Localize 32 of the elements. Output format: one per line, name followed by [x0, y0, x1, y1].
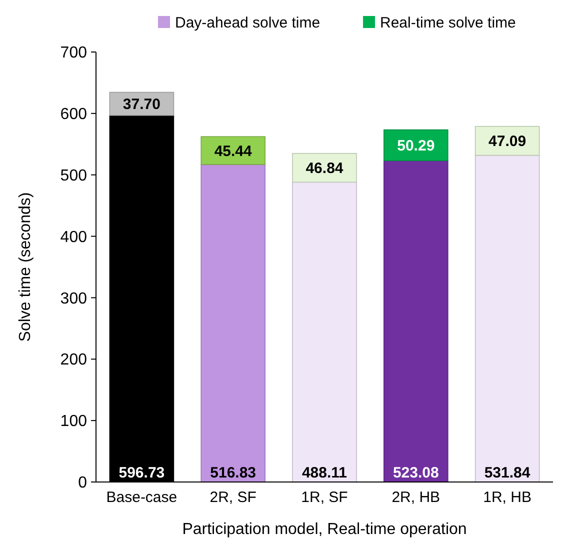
legend-label: Real-time solve time: [380, 14, 516, 32]
x-tick-label: 1R, SF: [301, 489, 348, 506]
y-tick-label: 0: [78, 474, 88, 492]
y-tick-label: 600: [60, 106, 88, 124]
bar: [292, 182, 357, 482]
y-tick-label: 700: [60, 44, 88, 62]
x-tick-label: 2R, SF: [210, 489, 256, 506]
x-tick-label: Base-case: [106, 489, 178, 506]
y-tick-label: 400: [60, 228, 88, 246]
y-tick-label: 200: [60, 352, 88, 369]
data-label: 46.84: [306, 160, 344, 178]
y-axis-title: Solve time (seconds): [17, 192, 34, 342]
data-label: 516.83: [210, 464, 256, 482]
data-label: 50.29: [397, 137, 435, 154]
data-label: 488.11: [302, 464, 348, 482]
data-label: 523.08: [392, 464, 439, 482]
x-axis-title: Participation model, Real-time operation: [182, 521, 467, 538]
data-label: 47.09: [488, 133, 526, 150]
y-tick-label: 300: [60, 290, 88, 308]
y-tick-label: 500: [60, 167, 88, 184]
data-label: 531.84: [484, 464, 531, 482]
data-label: 37.70: [122, 96, 160, 114]
y-tick-label: 100: [60, 413, 88, 430]
bar: [200, 136, 266, 165]
data-label: 596.73: [118, 464, 165, 482]
bar: [200, 164, 266, 482]
bar: [384, 160, 448, 482]
x-tick-label: 1R, HB: [483, 489, 532, 506]
x-tick-label: 2R, HB: [392, 489, 440, 506]
bar: [474, 154, 540, 482]
legend-label: Day-ahead solve time: [175, 14, 320, 32]
data-label: 45.44: [214, 142, 253, 160]
